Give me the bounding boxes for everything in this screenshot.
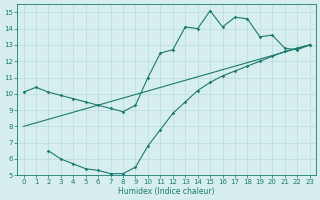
X-axis label: Humidex (Indice chaleur): Humidex (Indice chaleur) [118, 187, 215, 196]
